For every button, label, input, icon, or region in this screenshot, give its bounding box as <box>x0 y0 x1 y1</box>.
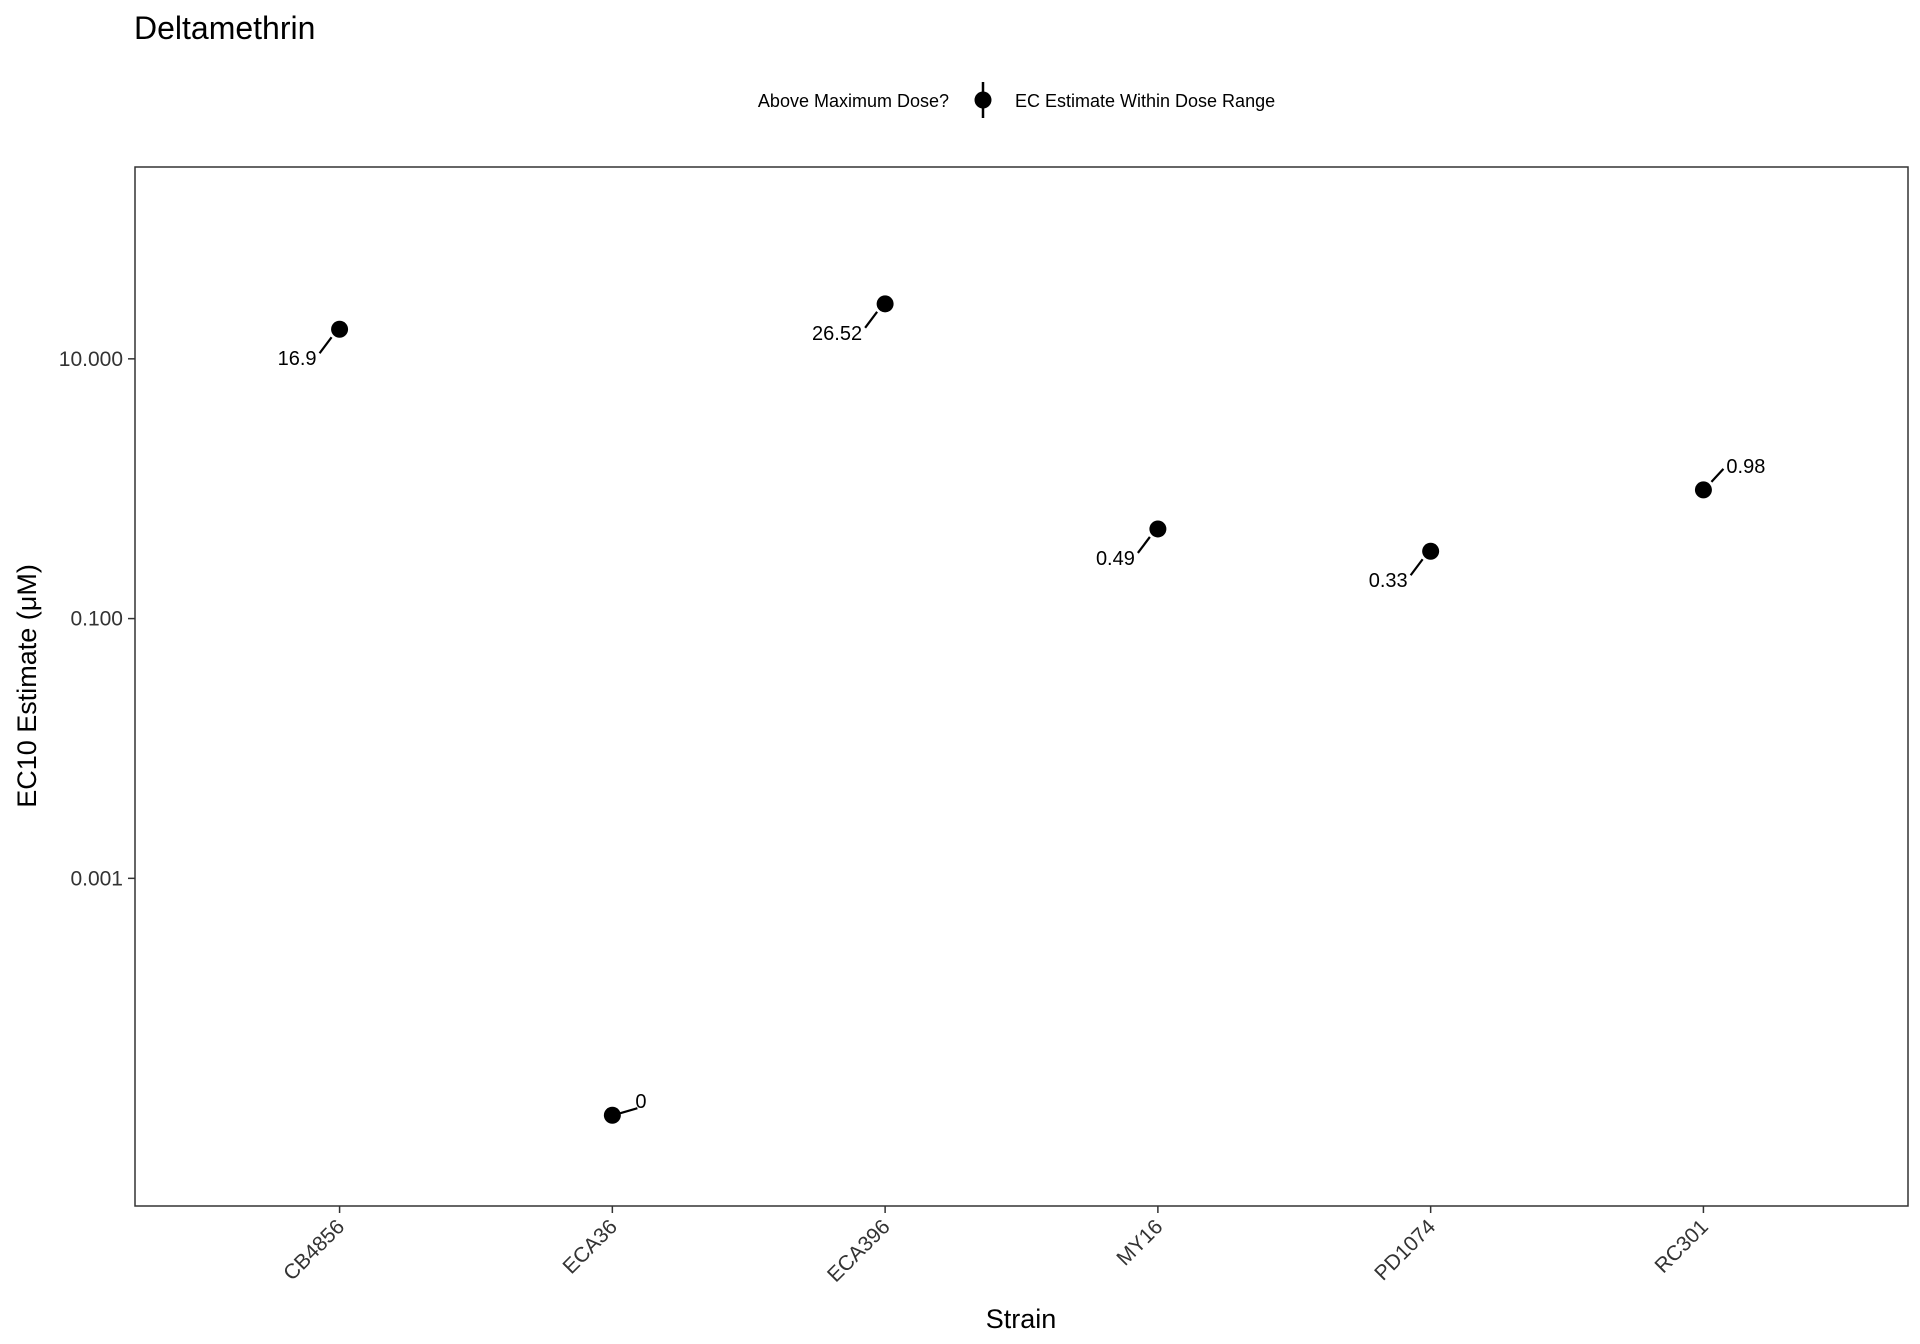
data-label: 0 <box>635 1091 646 1113</box>
x-tick-label: RC301 <box>1650 1215 1712 1277</box>
data-points: 16.9 0 26.52 0.49 0.33 0.98 <box>278 295 1765 1124</box>
x-tick-label: ECA396 <box>823 1215 895 1287</box>
plot-panel <box>134 166 1909 1207</box>
data-label: 0.49 <box>1096 548 1135 570</box>
x-tick-label: CB4856 <box>279 1215 349 1285</box>
data-label: 0.98 <box>1726 456 1765 478</box>
point-label-leader <box>1710 468 1725 483</box>
point-label-leader <box>1137 536 1151 554</box>
data-point <box>1694 481 1712 499</box>
point-label-leader <box>1409 558 1424 576</box>
point-label-leader <box>620 1107 638 1115</box>
data-point <box>603 1106 621 1124</box>
x-axis-title: Strain <box>986 1304 1057 1334</box>
x-tick-label: ECA36 <box>559 1215 622 1278</box>
data-point <box>876 295 894 313</box>
legend-title: Above Maximum Dose? <box>758 91 949 111</box>
data-label: 16.9 <box>278 348 317 370</box>
x-tick-label: MY16 <box>1112 1215 1167 1270</box>
legend-entry: EC Estimate Within Dose Range <box>1015 91 1275 111</box>
point-label-leader <box>318 336 333 354</box>
data-point <box>1149 520 1167 538</box>
data-point <box>331 320 349 338</box>
point-label-leader <box>864 311 878 329</box>
y-tick-label: 0.001 <box>70 867 123 890</box>
y-axis: 0.001 0.100 10.000 <box>59 348 135 890</box>
data-label: 0.33 <box>1369 570 1408 592</box>
legend-key-point <box>974 91 992 109</box>
chart-title: Deltamethrin <box>134 10 315 46</box>
data-point <box>1422 542 1440 560</box>
x-tick-label: PD1074 <box>1370 1215 1440 1285</box>
y-tick-label: 10.000 <box>59 348 123 371</box>
legend: Above Maximum Dose? EC Estimate Within D… <box>758 82 1275 118</box>
data-label: 26.52 <box>812 323 862 345</box>
y-axis-title: EC10 Estimate (μM) <box>12 564 42 808</box>
x-axis: CB4856 ECA36 ECA396 MY16 PD1074 RC301 <box>279 1206 1713 1287</box>
y-tick-label: 0.100 <box>70 608 123 631</box>
